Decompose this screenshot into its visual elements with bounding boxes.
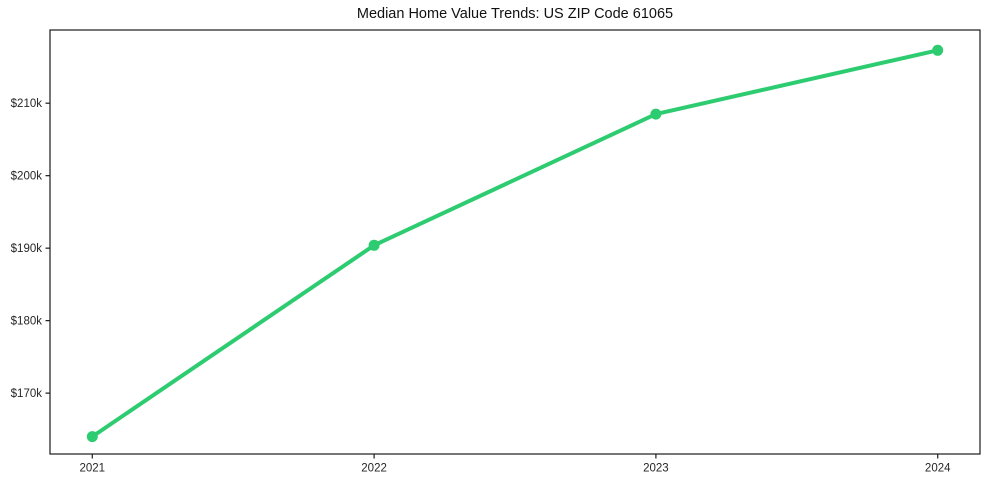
data-point-marker [650, 108, 662, 120]
y-tick-label: $200k [11, 171, 43, 183]
data-point-marker [932, 44, 944, 56]
x-tick-label: 2024 [925, 463, 951, 475]
y-tick-label: $210k [11, 98, 43, 110]
data-point-marker [86, 431, 98, 443]
y-tick-label: $170k [11, 388, 43, 400]
x-tick-label: 2021 [79, 463, 105, 475]
trend-line [90, 48, 940, 439]
y-tick-label: $180k [11, 316, 43, 328]
chart-title: Median Home Value Trends: US ZIP Code 61… [356, 6, 674, 22]
plot-border [49, 29, 981, 455]
x-tick-label: 2023 [643, 463, 669, 475]
data-point-marker [368, 239, 380, 251]
y-tick-label: $190k [11, 243, 43, 255]
x-tick-label: 2022 [361, 463, 387, 475]
